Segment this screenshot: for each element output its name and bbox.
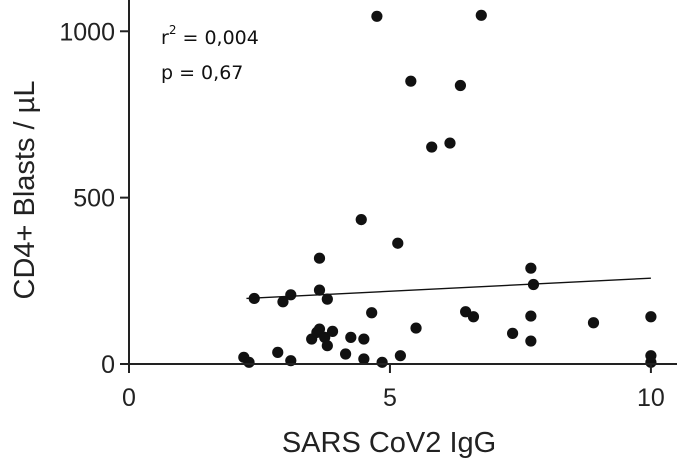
data-point [243, 356, 255, 368]
data-point [525, 262, 537, 274]
data-points [238, 9, 657, 368]
data-point [376, 356, 388, 368]
data-point [313, 284, 326, 296]
y-ticks: 0 500 1000 [59, 18, 129, 379]
x-tick-label: 0 [122, 384, 136, 412]
y-axis-title: CD4+ Blasts / µL [9, 81, 41, 300]
x-tick-label: 5 [383, 384, 397, 412]
data-point [525, 335, 537, 347]
data-point [426, 141, 438, 153]
y-tick-label: 1000 [59, 18, 115, 46]
regression-line [246, 277, 651, 300]
r-squared-annotation: r2 = 0,004 [161, 23, 259, 49]
data-point [321, 293, 333, 305]
data-point [326, 325, 339, 337]
data-point [444, 137, 456, 149]
data-point [358, 333, 370, 345]
data-point [277, 296, 289, 308]
data-point [587, 317, 600, 329]
data-point [645, 350, 657, 362]
data-point [313, 323, 326, 335]
x-tick-label: 10 [637, 384, 665, 412]
data-point [525, 310, 537, 322]
y-tick-label: 500 [73, 185, 115, 213]
data-point [394, 350, 406, 362]
x-axis-title: SARS CoV2 IgG [282, 427, 496, 459]
data-point [313, 252, 326, 264]
data-point [285, 289, 297, 301]
data-point [321, 340, 333, 352]
p-value-annotation: p = 0,67 [161, 62, 243, 84]
data-point [272, 346, 284, 358]
x-ticks: 0 5 10 [122, 364, 665, 412]
data-point [645, 311, 657, 323]
y-tick-label: 0 [101, 351, 115, 379]
data-point [355, 213, 367, 226]
data-point [345, 331, 357, 343]
data-point [358, 353, 370, 365]
data-point [454, 79, 467, 92]
data-point [371, 10, 383, 22]
data-point [467, 311, 480, 323]
data-point [506, 327, 519, 339]
data-point [475, 9, 487, 21]
data-point [392, 237, 404, 249]
data-point [410, 322, 422, 334]
data-point [366, 307, 378, 319]
data-point [339, 348, 352, 360]
data-point [405, 75, 417, 87]
